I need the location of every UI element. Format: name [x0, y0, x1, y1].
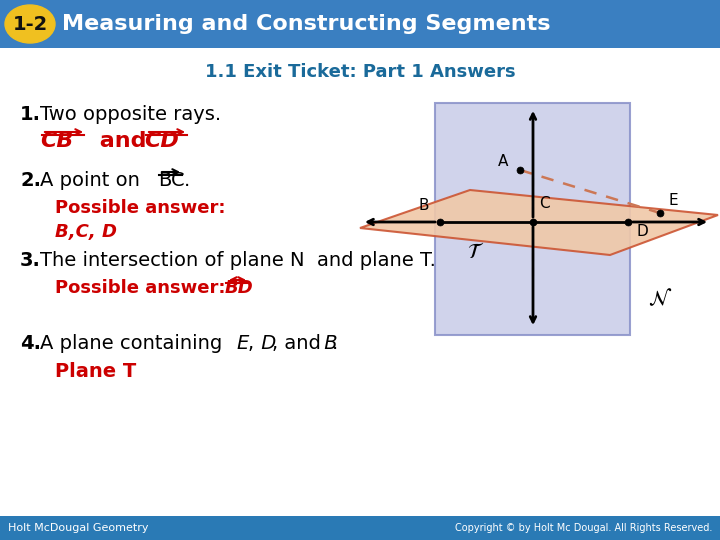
Text: and: and: [92, 131, 154, 151]
Text: $\mathcal{T}$: $\mathcal{T}$: [467, 242, 485, 262]
Text: Two opposite rays.: Two opposite rays.: [40, 105, 221, 124]
Text: .: .: [184, 171, 190, 190]
Text: BC: BC: [158, 171, 184, 190]
Text: 3.: 3.: [20, 251, 41, 270]
Text: B: B: [318, 334, 338, 353]
Text: B,C, D: B,C, D: [55, 223, 117, 241]
Text: 1.: 1.: [20, 105, 41, 124]
Text: Holt McDougal Geometry: Holt McDougal Geometry: [8, 523, 148, 533]
Polygon shape: [435, 103, 630, 335]
Text: CB: CB: [40, 131, 73, 151]
Bar: [0, 516, 720, 540]
Ellipse shape: [5, 5, 55, 43]
Text: $\mathcal{N}$: $\mathcal{N}$: [648, 287, 672, 309]
Text: 1.1 Exit Ticket: Part 1 Answers: 1.1 Exit Ticket: Part 1 Answers: [204, 63, 516, 81]
Text: CD: CD: [144, 131, 179, 151]
Text: BD: BD: [225, 279, 253, 297]
Text: ,: ,: [248, 334, 254, 353]
Text: Plane T: Plane T: [55, 362, 136, 381]
Text: 2.: 2.: [20, 171, 41, 190]
Text: 4.: 4.: [20, 334, 41, 353]
Text: .: .: [332, 334, 338, 353]
Text: The intersection of plane N  and plane T.: The intersection of plane N and plane T.: [40, 251, 436, 270]
Text: Possible answer:: Possible answer:: [55, 279, 232, 297]
Text: A plane containing: A plane containing: [40, 334, 228, 353]
Text: D: D: [636, 224, 648, 239]
Text: Measuring and Constructing Segments: Measuring and Constructing Segments: [62, 14, 551, 34]
Text: A point on: A point on: [40, 171, 146, 190]
Text: E: E: [668, 193, 678, 208]
Text: B: B: [418, 198, 428, 213]
Text: C: C: [539, 196, 549, 211]
Text: D: D: [255, 334, 276, 353]
Text: 1-2: 1-2: [12, 15, 48, 33]
Text: A: A: [498, 154, 508, 169]
Text: , and: , and: [272, 334, 321, 353]
Text: Possible answer:: Possible answer:: [55, 199, 225, 217]
Polygon shape: [360, 190, 718, 255]
Text: Copyright © by Holt Mc Dougal. All Rights Reserved.: Copyright © by Holt Mc Dougal. All Right…: [454, 523, 712, 533]
Text: E: E: [236, 334, 248, 353]
Bar: [0, 0, 720, 48]
